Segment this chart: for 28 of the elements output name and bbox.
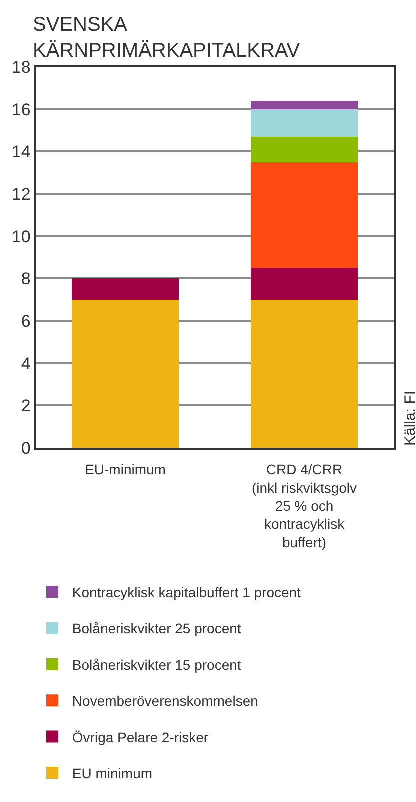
legend-label: Novemberöverenskommelsen (72, 693, 258, 710)
legend-label: EU minimum (72, 765, 153, 782)
text: Källa: FI (402, 390, 416, 446)
y-tick-label: 2 (21, 396, 31, 416)
y-tick-label: 0 (21, 438, 31, 458)
bar (72, 300, 180, 448)
x-tick-label: CRD 4/CRR (inkl riskviktsgolv 25 % och kontracyklisk buffert) (252, 462, 358, 550)
chart-title: SVENSKA KÄRNPRIMÄRKAPITALKRAV (33, 14, 301, 62)
y-tick-label: 6 (21, 312, 31, 331)
bar (250, 109, 358, 137)
x-tick-label: EU-minimum (85, 462, 166, 478)
bar (250, 136, 358, 162)
y-tick-label: 12 (12, 184, 31, 204)
legend-label: Bolåneriskvikter 25 procent (72, 620, 242, 637)
bar (250, 268, 358, 300)
y-tick-label: 14 (12, 142, 31, 162)
bar (72, 278, 180, 300)
y-tick-label: 10 (12, 227, 31, 246)
y-tick-label: 4 (21, 354, 31, 374)
y-tick-label: 18 (12, 58, 31, 77)
bar (250, 162, 358, 268)
legend-label: Kontracyklisk kapitalbuffert 1 procent (72, 584, 302, 600)
legend-label: Bolåneriskvikter 15 procent (72, 656, 242, 673)
y-tick-label: 8 (21, 270, 31, 289)
y-tick-label: 16 (12, 100, 31, 120)
legend-label: Övriga Pelare 2-risker (72, 729, 209, 746)
bar (250, 300, 358, 448)
bar (250, 100, 358, 110)
